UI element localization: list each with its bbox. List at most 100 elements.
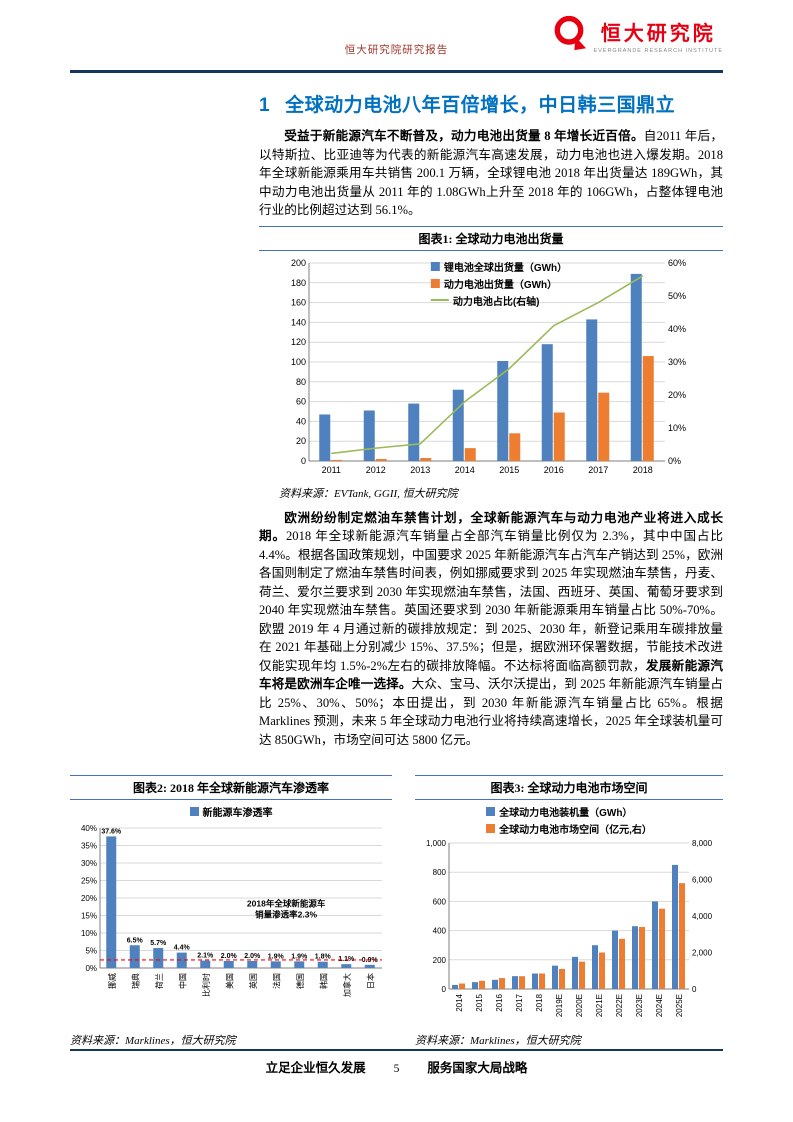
- bar: [539, 973, 545, 989]
- bar: [612, 930, 618, 989]
- legend-color-swatch: [189, 807, 199, 816]
- bar: [317, 961, 328, 968]
- bar: [223, 961, 234, 968]
- bar-data-label: 0.9%: [362, 957, 379, 964]
- chart-battery-market: 全球动力电池装机量（GWh） 全球动力电池市场空间（亿元,右） 0 200 400 600…: [415, 804, 723, 1030]
- bar-data-label: 37.6%: [101, 828, 122, 835]
- x-axis-tick-label: 2017: [588, 465, 608, 475]
- legend-item: 动力电池占比(右轴): [430, 293, 540, 308]
- right-axis-tick-label: 0: [692, 985, 697, 994]
- footer-right-slogan: 服务国家大局战略: [427, 1061, 528, 1075]
- bar: [599, 952, 605, 989]
- x-axis-tick-label: 2018: [633, 465, 653, 475]
- figure-2: 图表2: 2018 年全球新能源汽车渗透率 新能源车渗透率 0% 5% 10% 15% 2…: [70, 773, 392, 1048]
- x-axis-tick-label: 美国: [224, 973, 234, 989]
- bar: [452, 984, 458, 989]
- x-axis-tick-label: 2020E: [575, 994, 584, 1017]
- footer-divider: [70, 1049, 723, 1051]
- legend-item: 新能源车渗透率: [189, 804, 273, 819]
- y-axis-tick-label: 0: [301, 456, 306, 466]
- figure-3: 图表3: 全球动力电池市场空间 全球动力电池装机量（GWh） 全球动力电池市场空间…: [415, 773, 723, 1048]
- x-axis-tick-label: 2016: [544, 465, 564, 475]
- bar: [363, 410, 375, 461]
- bar: [679, 883, 685, 989]
- legend-color-swatch: [486, 807, 496, 816]
- bar: [492, 979, 498, 989]
- x-axis-tick-label: 2015: [475, 993, 484, 1011]
- bar-data-label: 4.4%: [174, 945, 191, 952]
- x-axis-tick-label: 挪威: [107, 973, 117, 989]
- x-axis-tick-label: 2019E: [555, 994, 564, 1017]
- text-segment: 欧洲纷纷制定燃油车禁售计划，全球新能源汽车与动力电池产业将进入成长期。: [259, 510, 723, 544]
- x-axis-tick-label: 加拿大: [342, 973, 352, 997]
- chart-legend: 锂电池全球出货量（GWh） 动力电池出货量（GWh） 动力电池占比(右轴): [430, 259, 568, 308]
- x-axis-tick-label: 2021E: [595, 994, 604, 1017]
- text-segment: 受益于新能源汽车不断普及，动力电池出货量 8 年增长近百倍。: [284, 129, 644, 143]
- bar: [364, 964, 375, 968]
- figure-2-title: 图表2: 2018 年全球新能源汽车渗透率: [70, 775, 392, 800]
- bar: [592, 945, 598, 989]
- y-axis-tick-label: 600: [433, 897, 447, 906]
- bar: [642, 355, 654, 461]
- y-axis-tick-label: 15%: [81, 912, 97, 921]
- bar: [572, 956, 578, 989]
- legend-item: 全球动力电池装机量（GWh）: [486, 804, 632, 819]
- right-axis-tick-label: 40%: [668, 324, 686, 334]
- bar: [331, 459, 343, 461]
- logo-text: 恒大研究院 EVERGRANDE RESEARCH INSTITUTE: [593, 17, 723, 54]
- legend-item: 动力电池出货量（GWh）: [430, 276, 558, 291]
- y-axis-tick-label: 160: [291, 297, 306, 307]
- bar: [408, 403, 420, 461]
- y-axis-tick-label: 40: [296, 416, 306, 426]
- x-axis-tick-label: 2022E: [615, 994, 624, 1017]
- figure-3-source: 资料来源：Marklines，恒大研究院: [415, 1035, 581, 1047]
- bar: [270, 961, 281, 968]
- bar: [519, 976, 525, 989]
- bar: [106, 836, 117, 968]
- legend-label: 动力电池占比(右轴): [452, 296, 540, 308]
- bar: [559, 968, 565, 989]
- x-axis-tick-label: 2012: [366, 465, 386, 475]
- bar: [532, 973, 538, 989]
- y-axis-tick-label: 200: [433, 956, 447, 965]
- right-axis-tick-label: 30%: [668, 357, 686, 367]
- y-axis-tick-label: 180: [291, 277, 306, 287]
- x-axis-tick-label: 中国: [177, 973, 187, 989]
- bar-data-label: 5.7%: [150, 940, 167, 947]
- logo-subtitle: EVERGRANDE RESEARCH INSTITUTE: [593, 48, 723, 54]
- legend-label: 动力电池出货量（GWh）: [443, 279, 558, 291]
- bar-data-label: 2.1%: [197, 953, 214, 960]
- y-axis-tick-label: 25%: [81, 877, 97, 886]
- legend-label: 全球动力电池装机量（GWh）: [499, 808, 633, 819]
- figure-1-source: 资料来源：EVTank, GGII, 恒大研究院: [279, 487, 458, 500]
- legend-line-marker: [430, 299, 449, 301]
- text-segment: 2018 年全球新能源汽车销量占全部汽车销量比例仅为 2.3%，其中中国占比 4…: [259, 529, 724, 673]
- evergrande-logo: 恒大研究院 EVERGRANDE RESEARCH INSTITUTE: [551, 14, 723, 57]
- main-column: 1 全球动力电池八年百倍增长，中日韩三国鼎立 受益于新能源汽车不断普及，动力电池出…: [259, 88, 723, 755]
- chart-legend: 新能源车渗透率: [189, 804, 273, 819]
- y-axis-tick-label: 5%: [85, 947, 97, 956]
- legend-color-swatch: [430, 261, 440, 271]
- legend-label: 锂电池全球出货量（GWh）: [443, 262, 568, 274]
- bar: [464, 447, 476, 461]
- text-segment: 自2011 年后，以特斯拉、比亚迪等为代表的新能源汽车高速发展，动力电池也进入爆…: [259, 129, 724, 217]
- trend-line: [331, 274, 644, 454]
- chart-battery-shipments: 锂电池全球出货量（GWh） 动力电池出货量（GWh） 动力电池占比(右轴) 0 20 40…: [275, 255, 723, 483]
- chart-canvas: 0% 5% 10% 15% 20% 25% 30% 35% 40% 挪威 37.6% 瑞典 6.5% 荷兰…: [81, 824, 382, 997]
- y-axis-tick-label: 800: [433, 868, 447, 877]
- y-axis-tick-label: 400: [433, 927, 447, 936]
- x-axis-tick-label: 日本: [365, 973, 375, 989]
- y-axis-tick-label: 0%: [85, 964, 97, 973]
- bar: [630, 273, 642, 461]
- text-segment: 发展新能源汽车将是欧洲车企唯一选择。: [259, 658, 724, 692]
- right-axis-tick-label: 50%: [668, 291, 686, 301]
- bar: [672, 864, 678, 989]
- chart-canvas: 0 20 40 60 80 100 120 140 160 180 200 0% 10% 20% 30% 40…: [291, 258, 686, 475]
- figure-3-title: 图表3: 全球动力电池市场空间: [415, 775, 723, 800]
- bar: [375, 458, 387, 461]
- legend-color-swatch: [486, 824, 496, 833]
- bar: [619, 938, 625, 989]
- paragraph-1: 受益于新能源汽车不断普及，动力电池出货量 8 年增长近百倍。自2011 年后，以…: [259, 127, 723, 220]
- chart-annotation: 2018年全球新能源车: [247, 898, 326, 908]
- bar: [452, 389, 464, 461]
